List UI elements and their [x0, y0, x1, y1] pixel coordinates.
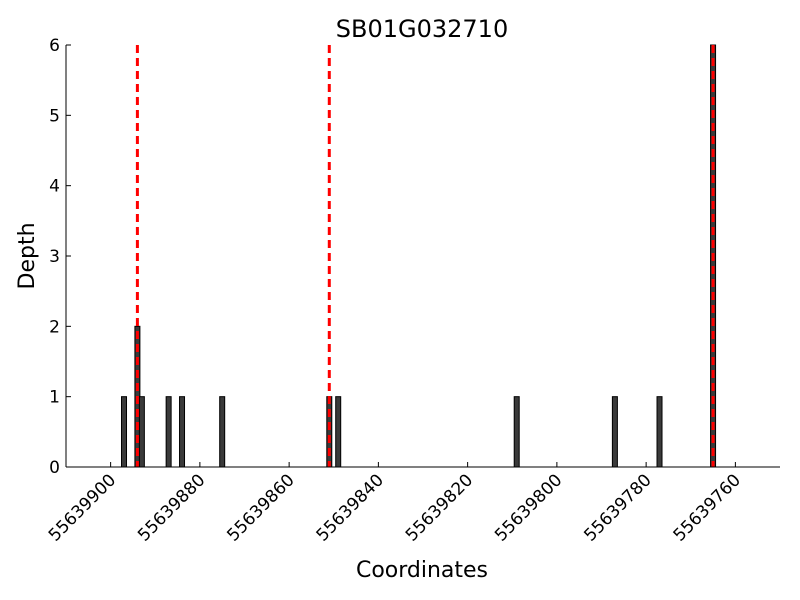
marker-lines-layer: [135, 45, 715, 467]
depth-bar: [335, 396, 342, 468]
depth-bar: [121, 396, 128, 468]
depth-bar: [138, 396, 145, 468]
x-tick-label: 55639900: [45, 470, 120, 545]
chart-title: SB01G032710: [336, 15, 508, 43]
depth-bar: [611, 396, 618, 468]
depth-bar: [219, 396, 226, 468]
y-tick-label: 5: [49, 106, 60, 126]
y-tick-label: 0: [49, 458, 60, 478]
x-tick-label: 55639820: [402, 470, 477, 545]
depth-bar: [326, 396, 333, 468]
y-tick-label: 1: [49, 388, 60, 408]
x-tick-label: 55639860: [223, 470, 298, 545]
axes-layer: [65, 45, 780, 468]
depth-bar: [165, 396, 172, 468]
x-tick-label: 55639780: [580, 470, 655, 545]
y-tick-label: 2: [49, 317, 60, 337]
x-tick-label: 55639800: [491, 470, 566, 545]
x-tick-label: 55639880: [134, 470, 209, 545]
depth-bar: [656, 396, 663, 468]
depth-bar: [513, 396, 520, 468]
x-tick-label: 55639760: [670, 470, 745, 545]
x-tick-label: 55639840: [313, 470, 388, 545]
x-axis-label: Coordinates: [356, 558, 488, 583]
depth-bar: [179, 396, 186, 468]
bars-layer: [121, 44, 717, 468]
x-ticks-layer: 55639900 55639880 55639860 55639840 55639820…: [45, 462, 745, 546]
y-ticks-layer: 0 1 2 3 4 5 6: [49, 36, 71, 478]
y-tick-label: 4: [49, 177, 60, 197]
y-tick-label: 6: [49, 36, 60, 56]
y-tick-label: 3: [49, 247, 60, 267]
y-axis-label: Depth: [15, 222, 40, 289]
